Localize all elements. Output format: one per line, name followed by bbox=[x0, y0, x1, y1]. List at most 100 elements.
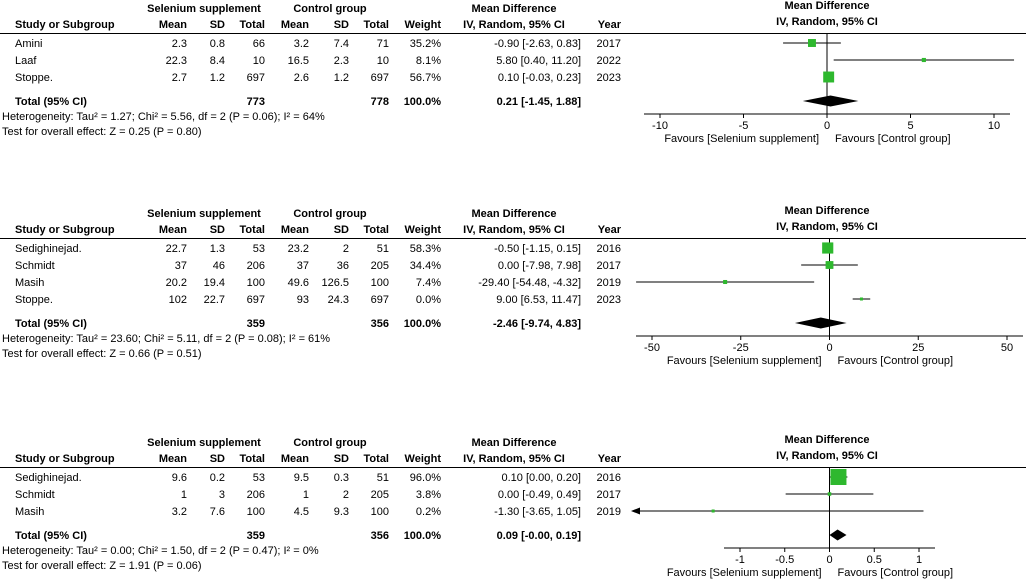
col-header-total1: Total bbox=[239, 18, 265, 31]
total1-value: 66 bbox=[252, 37, 265, 50]
study-name: Schmidt bbox=[15, 488, 55, 501]
axis-tick-label: 0.5 bbox=[867, 554, 882, 566]
heterogeneity-text: Heterogeneity: Tau² = 1.27; Chi² = 5.56,… bbox=[2, 111, 325, 123]
col-header-weight: Weight bbox=[404, 18, 441, 31]
group-header-row: Selenium supplement Control group Mean Dif… bbox=[12, 0, 624, 17]
group1-header: Selenium supplement bbox=[147, 436, 261, 449]
favours-left-label: Favours [Selenium supplement] bbox=[667, 355, 822, 367]
mean2-value: 93 bbox=[296, 293, 309, 306]
mean2-value: 2.6 bbox=[293, 71, 309, 84]
favours-right-label: Favours [Control group] bbox=[835, 133, 951, 145]
axis-tick-label: 25 bbox=[912, 342, 924, 354]
total-row: Total (95% CI) 359 356 100.0% 0.09 [-0.00, 0… bbox=[12, 527, 624, 544]
mean1-value: 2.3 bbox=[171, 37, 187, 50]
mean-difference-header: Mean Difference bbox=[471, 436, 557, 449]
effect-marker bbox=[808, 39, 816, 47]
col-header-sd2: SD bbox=[333, 223, 349, 236]
total1-value: 10 bbox=[252, 54, 265, 67]
total2-value: 71 bbox=[376, 37, 389, 50]
year-value: 2017 bbox=[596, 37, 621, 50]
sd2-value: 0.3 bbox=[333, 471, 349, 484]
year-value: 2016 bbox=[596, 242, 621, 255]
study-name: Sedighinejad. bbox=[15, 471, 82, 484]
total1-value: 697 bbox=[246, 71, 265, 84]
plot-subtitle: IV, Random, 95% CI bbox=[776, 16, 878, 28]
year-value: 2023 bbox=[596, 293, 621, 306]
forest-graph-2: -50 -25 0 25 50 Favours [Selenium supplement]… bbox=[636, 238, 1023, 367]
column-header-row: Study or Subgroup Mean SD Total Mean SD Total W… bbox=[12, 221, 624, 238]
year-value: 2022 bbox=[596, 54, 621, 67]
year-value: 2017 bbox=[596, 259, 621, 272]
mean1-value: 1 bbox=[180, 488, 187, 501]
total1-value: 100 bbox=[246, 276, 265, 289]
study-row: Stoppe. 2.7 1.2 697 2.6 1.2 697 56.7% 0.10 [-0.0… bbox=[12, 69, 624, 86]
axis-tick-label: 1 bbox=[916, 554, 922, 566]
weight-value: 7.4% bbox=[415, 276, 441, 289]
col-header-ci: IV, Random, 95% CI bbox=[463, 18, 565, 31]
effect-marker bbox=[723, 279, 728, 285]
heterogeneity-text: Heterogeneity: Tau² = 23.60; Chi² = 5.11… bbox=[2, 333, 331, 345]
sd1-value: 0.2 bbox=[209, 471, 225, 484]
weight-value: 56.7% bbox=[409, 71, 441, 84]
group2-header: Control group bbox=[293, 2, 367, 15]
sd1-value: 3 bbox=[218, 488, 225, 501]
effect-marker bbox=[711, 509, 715, 513]
col-header-mean1: Mean bbox=[158, 452, 187, 465]
mean1-value: 20.2 bbox=[165, 276, 187, 289]
total2-value: 51 bbox=[376, 242, 389, 255]
total2-sum: 356 bbox=[370, 317, 389, 330]
total1-value: 53 bbox=[252, 242, 265, 255]
weight-value: 58.3% bbox=[409, 242, 441, 255]
study-name: Stoppe. bbox=[15, 71, 53, 84]
mean1-value: 102 bbox=[168, 293, 187, 306]
total2-value: 205 bbox=[370, 259, 389, 272]
column-header-row: Study or Subgroup Mean SD Total Mean SD Total W… bbox=[12, 16, 624, 33]
total-weight: 100.0% bbox=[403, 529, 441, 542]
heterogeneity-text: Heterogeneity: Tau² = 0.00; Chi² = 1.50,… bbox=[2, 545, 319, 557]
axis-tick-label: -5 bbox=[739, 120, 749, 132]
mean1-value: 22.3 bbox=[165, 54, 187, 67]
sd2-value: 2.3 bbox=[333, 54, 349, 67]
total1-sum: 773 bbox=[246, 95, 265, 108]
ci-text: 5.80 [0.40, 11.20] bbox=[496, 54, 581, 67]
total2-value: 100 bbox=[370, 505, 389, 518]
col-header-study: Study or Subgroup bbox=[15, 223, 115, 236]
study-name: Sedighinejad. bbox=[15, 242, 82, 255]
study-row: Schmidt 1 3 206 1 2 205 3.8% 0.00 [-0.49, 0.49] 2… bbox=[12, 486, 624, 503]
total1-value: 100 bbox=[246, 505, 265, 518]
header-divider bbox=[0, 467, 1026, 468]
col-header-year: Year bbox=[597, 18, 621, 31]
col-header-mean2: Mean bbox=[280, 18, 309, 31]
total-weight: 100.0% bbox=[403, 317, 441, 330]
mean-difference-header: Mean Difference bbox=[471, 207, 557, 220]
plot-title: Mean Difference bbox=[784, 434, 870, 446]
total-diamond bbox=[829, 529, 847, 541]
col-header-year: Year bbox=[597, 452, 621, 465]
year-value: 2017 bbox=[596, 488, 621, 501]
forest-graph-3: -1 -0.5 0 0.5 1 Favours [Selenium supplement]… bbox=[631, 467, 953, 579]
study-row: Sedighinejad. 22.7 1.3 53 23.2 2 51 58.3% -0.50 … bbox=[12, 240, 624, 257]
study-name: Masih bbox=[15, 505, 45, 518]
sd2-value: 2 bbox=[342, 488, 349, 501]
axis-tick-label: -50 bbox=[644, 342, 660, 354]
mean2-value: 49.6 bbox=[287, 276, 309, 289]
mean1-value: 9.6 bbox=[171, 471, 187, 484]
col-header-study: Study or Subgroup bbox=[15, 452, 115, 465]
sd2-value: 36 bbox=[336, 259, 349, 272]
weight-value: 34.4% bbox=[409, 259, 441, 272]
sd1-value: 1.3 bbox=[209, 242, 225, 255]
study-row: Masih 3.2 7.6 100 4.5 9.3 100 0.2% -1.30 [-3.65,… bbox=[12, 503, 624, 520]
col-header-total2: Total bbox=[363, 18, 389, 31]
total-diamond bbox=[802, 95, 859, 107]
total1-sum: 359 bbox=[246, 529, 265, 542]
ci-text: 0.00 [-0.49, 0.49] bbox=[497, 488, 581, 501]
study-row: Laaf 22.3 8.4 10 16.5 2.3 10 8.1% 5.80 [0.40, 11… bbox=[12, 52, 624, 69]
total1-value: 206 bbox=[246, 488, 265, 501]
axis-tick-label: -25 bbox=[733, 342, 749, 354]
total2-sum: 356 bbox=[370, 529, 389, 542]
col-header-study: Study or Subgroup bbox=[15, 18, 115, 31]
sd1-value: 0.8 bbox=[209, 37, 225, 50]
header-divider bbox=[0, 33, 1026, 34]
total1-value: 206 bbox=[246, 259, 265, 272]
sd1-value: 7.6 bbox=[209, 505, 225, 518]
